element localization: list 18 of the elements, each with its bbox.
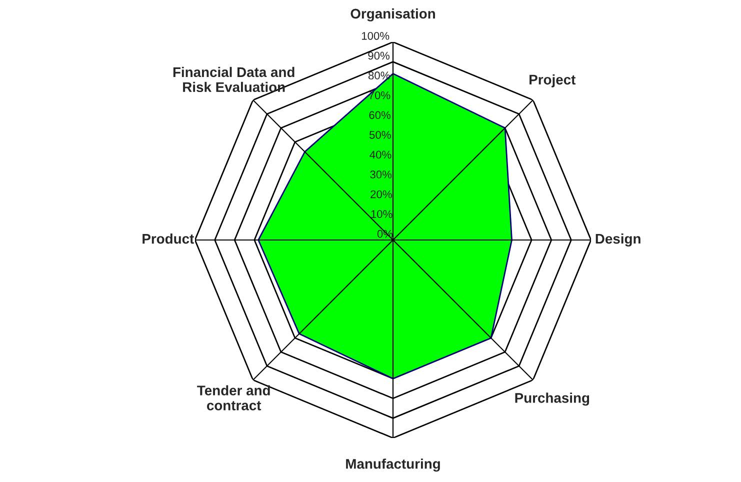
spoke-label: Tender and contract bbox=[197, 385, 270, 410]
y-tick-label: 100% bbox=[362, 32, 390, 40]
y-tick-label: 20% bbox=[370, 190, 392, 198]
spoke-label: Manufacturing bbox=[346, 458, 440, 472]
y-tick-label: 10% bbox=[371, 210, 392, 218]
spoke-label: Project bbox=[530, 74, 576, 88]
spoke-label: Financial Data and Risk Evaluation bbox=[173, 66, 294, 92]
y-tick-label: 70% bbox=[368, 91, 390, 100]
y-tick-label: 40% bbox=[370, 150, 392, 159]
spoke-label: Purchasing bbox=[515, 392, 590, 406]
y-tick-label: 90% bbox=[368, 52, 390, 60]
y-tick-label: 60% bbox=[369, 111, 391, 120]
y-tick-label: 30% bbox=[370, 170, 392, 178]
spoke-label: Design bbox=[596, 233, 640, 247]
y-tick-label: 50% bbox=[369, 130, 391, 139]
spoke-label: Organisation bbox=[350, 8, 435, 22]
spoke-label: Product bbox=[142, 234, 194, 244]
y-tick-label: 80% bbox=[368, 72, 390, 80]
